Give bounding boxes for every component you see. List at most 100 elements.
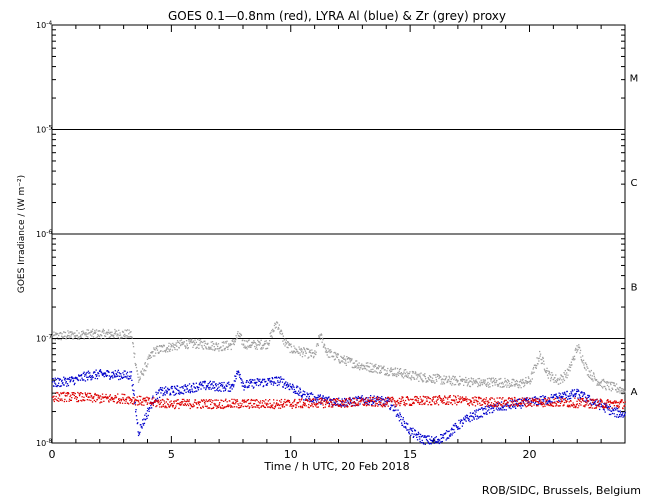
data-point (243, 386, 246, 388)
data-point (355, 365, 357, 367)
data-point (477, 396, 480, 398)
data-point (301, 405, 303, 408)
data-point (598, 402, 600, 404)
data-point (393, 404, 395, 406)
data-point (248, 339, 250, 341)
data-point (571, 394, 573, 396)
data-point (52, 396, 54, 398)
data-point (237, 370, 240, 372)
data-point (155, 393, 158, 396)
data-point (99, 330, 101, 332)
data-point (118, 375, 121, 377)
data-point (72, 377, 74, 379)
data-point (319, 336, 321, 338)
data-point (561, 392, 564, 394)
data-point (146, 410, 149, 412)
data-point (548, 372, 550, 375)
data-point (111, 375, 113, 377)
data-point (286, 404, 288, 406)
data-point (491, 382, 493, 384)
data-point (535, 367, 537, 369)
data-point (566, 390, 568, 393)
data-point (421, 439, 423, 442)
data-point (173, 385, 176, 388)
data-point (180, 339, 183, 341)
data-point (443, 402, 445, 404)
data-point (150, 402, 152, 404)
data-point (118, 338, 121, 340)
data-point (418, 436, 420, 438)
data-point (157, 392, 159, 394)
data-point (284, 345, 286, 347)
data-point (399, 414, 401, 416)
data-point (298, 392, 301, 394)
data-point (272, 404, 274, 406)
data-point (69, 331, 72, 333)
data-point (279, 331, 281, 333)
data-point (108, 331, 110, 333)
data-point (272, 384, 275, 386)
data-point (58, 393, 60, 396)
data-point (321, 398, 323, 400)
data-point (405, 403, 407, 405)
data-point (182, 343, 185, 345)
data-point (466, 385, 469, 387)
data-point (354, 365, 356, 367)
data-point (474, 410, 476, 412)
data-point (406, 371, 408, 373)
data-point (371, 371, 374, 373)
data-point (80, 399, 82, 402)
data-point (573, 404, 576, 406)
data-point (584, 404, 586, 406)
data-point (568, 398, 570, 400)
data-point (247, 339, 249, 342)
data-point (457, 401, 459, 404)
data-point (237, 403, 239, 405)
data-point (403, 369, 405, 371)
data-point (417, 398, 420, 400)
data-point (596, 383, 599, 385)
data-point (562, 376, 564, 378)
data-point (331, 399, 333, 401)
data-point (116, 371, 119, 373)
data-point (247, 405, 249, 407)
data-point (348, 397, 350, 399)
data-point (82, 399, 85, 401)
data-point (380, 371, 382, 373)
data-point (85, 393, 87, 395)
data-point (530, 402, 532, 405)
data-point (303, 404, 306, 407)
data-point (409, 371, 411, 373)
data-point (488, 377, 490, 379)
data-point (556, 379, 559, 381)
data-point (226, 340, 228, 342)
data-point (516, 403, 518, 405)
data-point (506, 402, 508, 404)
data-point (368, 370, 370, 372)
data-point (166, 392, 168, 394)
data-point (185, 386, 188, 388)
data-point (141, 401, 143, 403)
data-point (397, 413, 399, 415)
data-point (544, 396, 546, 398)
data-point (266, 404, 268, 406)
data-point (491, 404, 493, 406)
data-point (342, 405, 345, 407)
data-point (204, 380, 206, 383)
data-point (396, 373, 398, 375)
data-point (441, 399, 443, 401)
data-point (65, 338, 67, 340)
data-point (146, 415, 148, 417)
data-point (564, 370, 566, 372)
data-point (353, 362, 356, 364)
data-point (308, 356, 310, 358)
data-point (120, 373, 122, 375)
data-point (510, 407, 512, 410)
data-point (200, 341, 203, 343)
data-point (425, 381, 427, 383)
data-point (415, 398, 417, 401)
data-point (111, 371, 113, 374)
data-point (89, 332, 91, 334)
data-point (233, 398, 235, 401)
data-point (321, 334, 323, 336)
